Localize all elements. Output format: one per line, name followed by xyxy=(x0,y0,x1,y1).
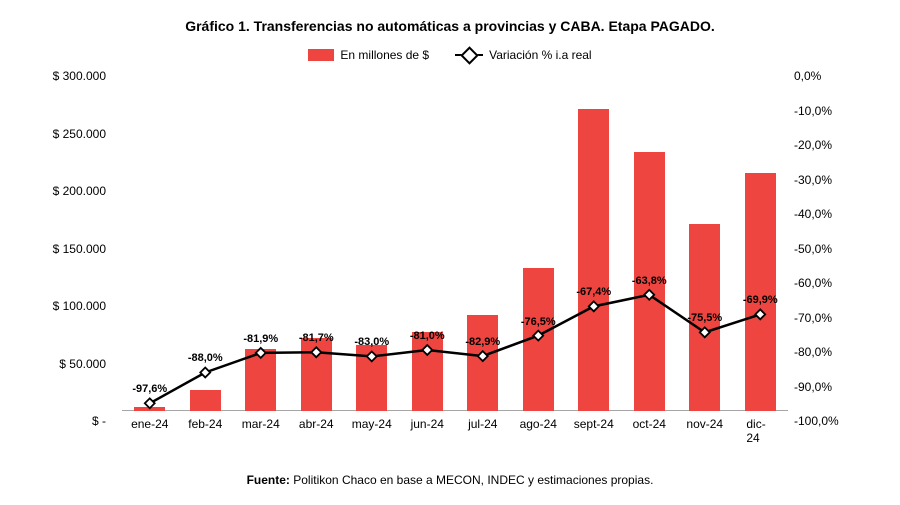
x-tick: nov-24 xyxy=(686,417,723,431)
line-data-label: -83,0% xyxy=(354,336,389,348)
x-tick: oct-24 xyxy=(633,417,666,431)
line-data-label: -97,6% xyxy=(132,383,167,395)
x-tick: jul-24 xyxy=(468,417,497,431)
y-right-tick: -70,0% xyxy=(794,311,854,325)
line-data-label: -82,9% xyxy=(465,336,500,348)
source-prefix: Fuente: xyxy=(247,473,294,487)
legend: En millones de $ Variación % i.a real xyxy=(0,48,900,62)
y-left-tick: $ - xyxy=(46,414,106,428)
x-tick: ago-24 xyxy=(520,417,557,431)
y-right-tick: -10,0% xyxy=(794,104,854,118)
legend-line-label: Variación % i.a real xyxy=(489,48,592,62)
y-right-tick: -60,0% xyxy=(794,276,854,290)
y-axis-right: -100,0% -90,0% -80,0% -70,0% -60,0% -50,0% -40… xyxy=(794,90,854,435)
y-right-tick: -30,0% xyxy=(794,173,854,187)
source-line: Fuente: Politikon Chaco en base a MECON,… xyxy=(0,473,900,487)
line-data-label: -81,7% xyxy=(299,332,334,344)
line-data-label: -75,5% xyxy=(687,312,722,324)
source-text: Politikon Chaco en base a MECON, INDEC y… xyxy=(293,473,653,487)
y-axis-left: $ - $ 50.000 $ 100.000 $ 150.000 $ 200.000 $ … xyxy=(46,90,106,435)
line-data-label: -69,9% xyxy=(743,294,778,306)
line-data-label: -63,8% xyxy=(632,275,667,287)
y-left-tick: $ 100.000 xyxy=(46,299,106,313)
line-data-label: -81,9% xyxy=(243,333,278,345)
x-tick: dic-24 xyxy=(746,417,774,445)
line-data-label: -76,5% xyxy=(521,316,556,328)
legend-bars: En millones de $ xyxy=(308,48,429,62)
y-left-tick: $ 150.000 xyxy=(46,242,106,256)
x-tick: abr-24 xyxy=(299,417,334,431)
x-tick: jun-24 xyxy=(411,417,444,431)
line-data-label: -81,0% xyxy=(410,330,445,342)
x-tick: feb-24 xyxy=(188,417,222,431)
y-right-tick: -90,0% xyxy=(794,380,854,394)
plot-area: -97,6% -88,0% -81,9% -81,7% -83,0% -81,0% -82,… xyxy=(122,90,788,411)
line-data-label: -88,0% xyxy=(188,352,223,364)
y-right-tick: -80,0% xyxy=(794,345,854,359)
x-axis-labels: ene-24 feb-24 mar-24 abr-24 may-24 jun-24 jul-… xyxy=(122,413,788,435)
chart-area: $ -$ 50.000$ 100.000$ 150.000$ 200.000$ … xyxy=(50,90,850,435)
y-right-tick: -20,0% xyxy=(794,138,854,152)
y-left-tick: $ 50.000 xyxy=(46,357,106,371)
y-right-tick: -100,0% xyxy=(794,414,854,428)
y-left-tick: $ 300.000 xyxy=(46,69,106,83)
line-marker-icon xyxy=(455,54,483,56)
y-left-tick: $ 250.000 xyxy=(46,127,106,141)
chart-title: Gráfico 1. Transferencias no automáticas… xyxy=(0,0,900,34)
x-tick: may-24 xyxy=(352,417,392,431)
bar-swatch-icon xyxy=(308,49,334,61)
y-right-tick: -40,0% xyxy=(794,207,854,221)
y-right-tick: 0,0% xyxy=(794,69,854,83)
y-left-tick: $ 200.000 xyxy=(46,184,106,198)
line-data-label: -67,4% xyxy=(576,286,611,298)
y-right-tick: -50,0% xyxy=(794,242,854,256)
x-tick: mar-24 xyxy=(242,417,280,431)
x-tick: sept-24 xyxy=(574,417,614,431)
legend-bars-label: En millones de $ xyxy=(340,48,429,62)
x-tick: ene-24 xyxy=(131,417,168,431)
legend-line: Variación % i.a real xyxy=(455,48,592,62)
